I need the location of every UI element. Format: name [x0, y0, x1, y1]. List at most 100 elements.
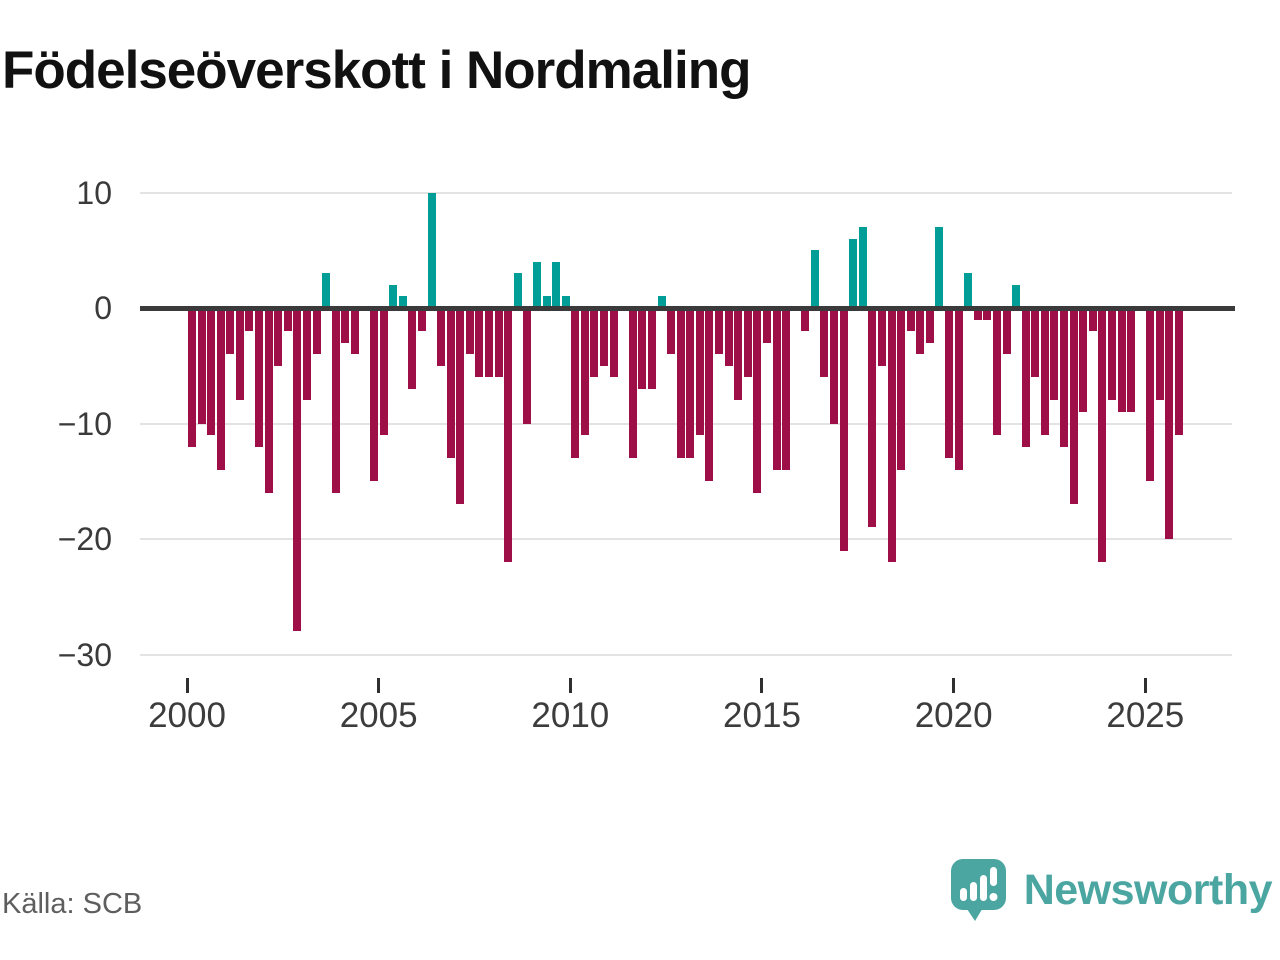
bar	[1175, 308, 1184, 436]
x-axis-label: 2000	[148, 696, 226, 735]
bar	[465, 308, 474, 355]
bar	[897, 308, 906, 470]
bar	[1031, 308, 1040, 378]
bar	[523, 308, 532, 424]
bar	[1069, 308, 1078, 505]
bar	[1040, 308, 1049, 436]
bar	[945, 308, 954, 459]
y-axis-label: −20	[57, 521, 112, 557]
bar	[513, 273, 522, 308]
bar	[887, 308, 896, 563]
bar	[868, 308, 877, 528]
bar	[1079, 308, 1088, 412]
bar	[475, 308, 484, 378]
bar	[676, 308, 685, 459]
gridline	[140, 191, 1232, 194]
bar	[906, 308, 915, 332]
bar	[1107, 308, 1116, 401]
bar	[398, 296, 407, 308]
bar	[858, 227, 867, 308]
bar	[753, 308, 762, 493]
bar	[532, 261, 541, 308]
bar	[877, 308, 886, 366]
x-axis-tick	[1143, 678, 1147, 693]
bar	[379, 308, 388, 436]
bar	[302, 308, 311, 401]
bar	[849, 238, 858, 308]
bar	[935, 227, 944, 308]
bar	[657, 296, 666, 308]
bar	[1127, 308, 1136, 412]
gridline	[140, 422, 1232, 425]
bar	[647, 308, 656, 389]
bar	[715, 308, 724, 355]
bar	[600, 308, 609, 366]
bar	[350, 308, 359, 355]
gridline	[140, 538, 1232, 540]
bar	[446, 308, 455, 459]
bar	[609, 308, 618, 378]
x-axis-label: 2010	[531, 696, 610, 735]
x-axis-label: 2015	[723, 696, 801, 735]
bar	[638, 308, 647, 389]
bar	[561, 296, 570, 308]
bar	[580, 308, 589, 436]
bar	[1088, 308, 1097, 332]
bar	[1165, 308, 1174, 539]
y-axis-label: −30	[57, 636, 112, 673]
bar	[916, 308, 925, 355]
y-axis-label: 10	[76, 174, 112, 211]
bar	[331, 308, 340, 493]
bar	[417, 308, 426, 332]
bar	[1146, 308, 1155, 482]
bar	[283, 308, 292, 332]
bar	[734, 308, 743, 401]
bar	[1155, 308, 1164, 401]
bar	[782, 308, 791, 470]
bar	[408, 308, 417, 389]
bar	[743, 308, 752, 378]
x-axis-tick	[185, 678, 189, 693]
bar	[1050, 308, 1059, 401]
bar	[322, 273, 331, 308]
bar	[226, 308, 235, 355]
bar	[427, 192, 436, 308]
bar	[762, 308, 771, 343]
x-axis-tick	[568, 678, 572, 693]
bar	[552, 261, 561, 308]
bar	[810, 250, 819, 308]
bar	[389, 284, 398, 308]
bar	[571, 308, 580, 459]
bar	[830, 308, 839, 424]
bar	[312, 308, 321, 355]
bar	[341, 308, 350, 343]
bar	[695, 308, 704, 436]
gridline	[140, 653, 1232, 656]
newsworthy-logo-text: Newsworthy	[1023, 865, 1273, 914]
x-axis-tick	[760, 678, 764, 693]
bar	[973, 308, 982, 320]
bar	[293, 308, 302, 632]
bar	[1117, 308, 1126, 412]
bar	[964, 273, 973, 308]
bar	[207, 308, 216, 436]
bar	[992, 308, 1001, 436]
x-axis-label: 2005	[339, 696, 418, 735]
zero-axis-line	[140, 305, 1235, 311]
bar	[264, 308, 273, 493]
bar	[1060, 308, 1069, 447]
speech-bubble-bar-chart-icon	[950, 859, 1006, 921]
bar	[1098, 308, 1107, 563]
bar	[628, 308, 637, 459]
bar	[197, 308, 206, 424]
bar	[1002, 308, 1011, 355]
bar	[1012, 284, 1021, 308]
bar	[485, 308, 494, 378]
bar	[772, 308, 781, 470]
bar	[705, 308, 714, 482]
bar	[456, 308, 465, 505]
bar	[686, 308, 695, 459]
bar	[925, 308, 934, 343]
bar	[245, 308, 254, 332]
